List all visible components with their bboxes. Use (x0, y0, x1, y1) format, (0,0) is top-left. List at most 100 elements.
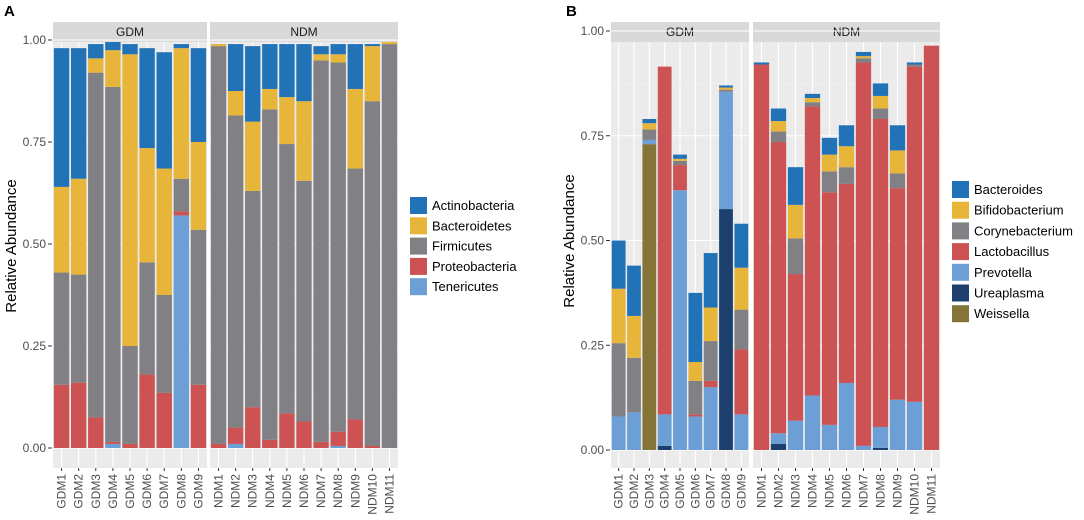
x-tick-label: NDM9 (348, 474, 362, 508)
bar-segment-tenericutes (173, 215, 190, 448)
bar-gdm5 (122, 44, 138, 448)
bar-segment-bacteroidetes (210, 44, 227, 47)
legend-label: Corynebacterium (974, 223, 1073, 238)
x-tick-label: NDM3 (246, 474, 260, 508)
bar-segment-firmicutes (279, 144, 295, 414)
bar-ndm6 (296, 44, 312, 448)
x-tick-label: NDM1 (212, 474, 226, 508)
bar-segment-bifidobacterium (611, 288, 626, 344)
bar-segment-bacteroides (719, 85, 733, 88)
bar-segment-lactobacillus (770, 142, 787, 434)
bar-segment-prevotella (611, 416, 626, 450)
bar-segment-lactobacillus (734, 349, 749, 415)
bar-segment-firmicutes (105, 86, 121, 442)
legend-label: Bacteroidetes (432, 218, 512, 233)
x-tick-label: NDM2 (229, 474, 243, 508)
legend-item: Proteobacteria (410, 257, 517, 275)
x-tick-label: NDM1 (755, 474, 769, 508)
bar-segment-bacteroides (872, 83, 889, 96)
bar-segment-actinobacteria (139, 48, 155, 149)
x-tick-label: GDM6 (140, 474, 154, 509)
x-tick-label: GDM3 (642, 474, 656, 509)
bar-segment-prevotella (770, 433, 787, 444)
legend-key (410, 197, 427, 214)
legend-label: Actinobacteria (432, 198, 515, 213)
bar-segment-corynebacterium (688, 380, 703, 415)
legend-key (410, 278, 427, 296)
bar-segment-proteobacteria (296, 421, 312, 448)
bar-ndm4 (262, 44, 278, 448)
bar-segment-lactobacillus (703, 380, 718, 388)
bar-gdm4 (105, 42, 121, 448)
bar-segment-prevotella (804, 395, 821, 450)
x-tick-label: GDM7 (704, 474, 718, 509)
bar-segment-actinobacteria (53, 48, 70, 187)
bar-segment-bifidobacterium (889, 150, 906, 174)
bar-segment-prevotella (657, 414, 672, 446)
bar-segment-firmicutes (210, 46, 227, 444)
bar-segment-bacteroidetes (262, 88, 278, 110)
bar-segment-bacteroides (673, 154, 687, 159)
y-tick-label: 0.00 (581, 443, 605, 457)
y-tick-label: 0.75 (581, 129, 605, 143)
bar-segment-bacteroidetes (364, 46, 381, 102)
bar-segment-corynebacterium (906, 64, 923, 67)
x-tick-label: GDM2 (627, 474, 641, 509)
bar-ndm3 (245, 46, 261, 448)
legend-item: Corynebacterium (952, 222, 1073, 240)
bar-segment-firmicutes (347, 168, 363, 420)
bar-segment-bacteroidetes (279, 97, 295, 145)
bar-segment-lactobacillus (787, 274, 804, 421)
x-tick-label: GDM4 (658, 474, 672, 509)
bar-segment-bacteroidetes (347, 88, 363, 169)
bar-ndm9 (347, 44, 363, 448)
bar-segment-proteobacteria (122, 443, 138, 448)
bar-segment-actinobacteria (364, 44, 381, 47)
bar-segment-prevotella (734, 414, 749, 450)
bar-ndm10 (906, 62, 923, 450)
bar-segment-bifidobacterium (627, 315, 641, 358)
bar-segment-prevotella (673, 190, 687, 450)
bar-segment-actinobacteria (347, 44, 363, 89)
bar-segment-bifidobacterium (688, 362, 703, 381)
facet-strip-label: NDM (290, 25, 317, 39)
x-tick-label: GDM1 (55, 474, 69, 509)
bar-segment-lactobacillus (923, 45, 940, 450)
legend-label: Weissella (974, 306, 1030, 321)
x-tick-label: GDM6 (688, 474, 702, 509)
x-tick-label: NDM8 (331, 474, 345, 508)
legend-item: Actinobacteria (410, 197, 515, 214)
bar-segment-lactobacillus (838, 183, 855, 383)
legend-key (952, 284, 969, 302)
facet-strip (753, 22, 940, 42)
bar-segment-bacteroides (688, 292, 703, 363)
bar-segment-bifidobacterium (719, 87, 733, 90)
bar-segment-bacteroidetes (105, 50, 121, 87)
bar-segment-bacteroidetes (173, 48, 190, 179)
y-tick-label: 0.00 (23, 441, 47, 455)
bar-segment-bacteroides (627, 265, 641, 316)
bar-segment-firmicutes (245, 190, 261, 408)
bar-segment-lactobacillus (855, 62, 872, 446)
bar-segment-proteobacteria (105, 441, 121, 444)
x-tick-label: NDM8 (874, 474, 888, 508)
y-tick-label: 0.50 (23, 237, 47, 251)
bar-segment-bacteroidetes (88, 58, 104, 73)
bar-segment-prevotella (889, 399, 906, 450)
x-tick-label: NDM5 (280, 474, 294, 508)
panel-letter: B (566, 3, 577, 20)
bar-segment-weissella (642, 144, 657, 450)
bar-segment-corynebacterium (611, 343, 626, 417)
x-tick-label: GDM9 (734, 474, 748, 509)
bar-segment-bacteroides (753, 62, 770, 65)
bar-ndm3 (787, 167, 804, 450)
bar-gdm3 (88, 44, 104, 448)
legend-label: Lactobacillus (974, 244, 1050, 259)
bar-segment-lactobacillus (906, 66, 923, 402)
bar-ndm7 (313, 46, 329, 448)
bar-segment-prevotella (855, 445, 872, 450)
x-tick-label: GDM3 (89, 474, 103, 509)
bar-segment-proteobacteria (156, 392, 172, 448)
x-tick-label: NDM6 (840, 474, 854, 508)
